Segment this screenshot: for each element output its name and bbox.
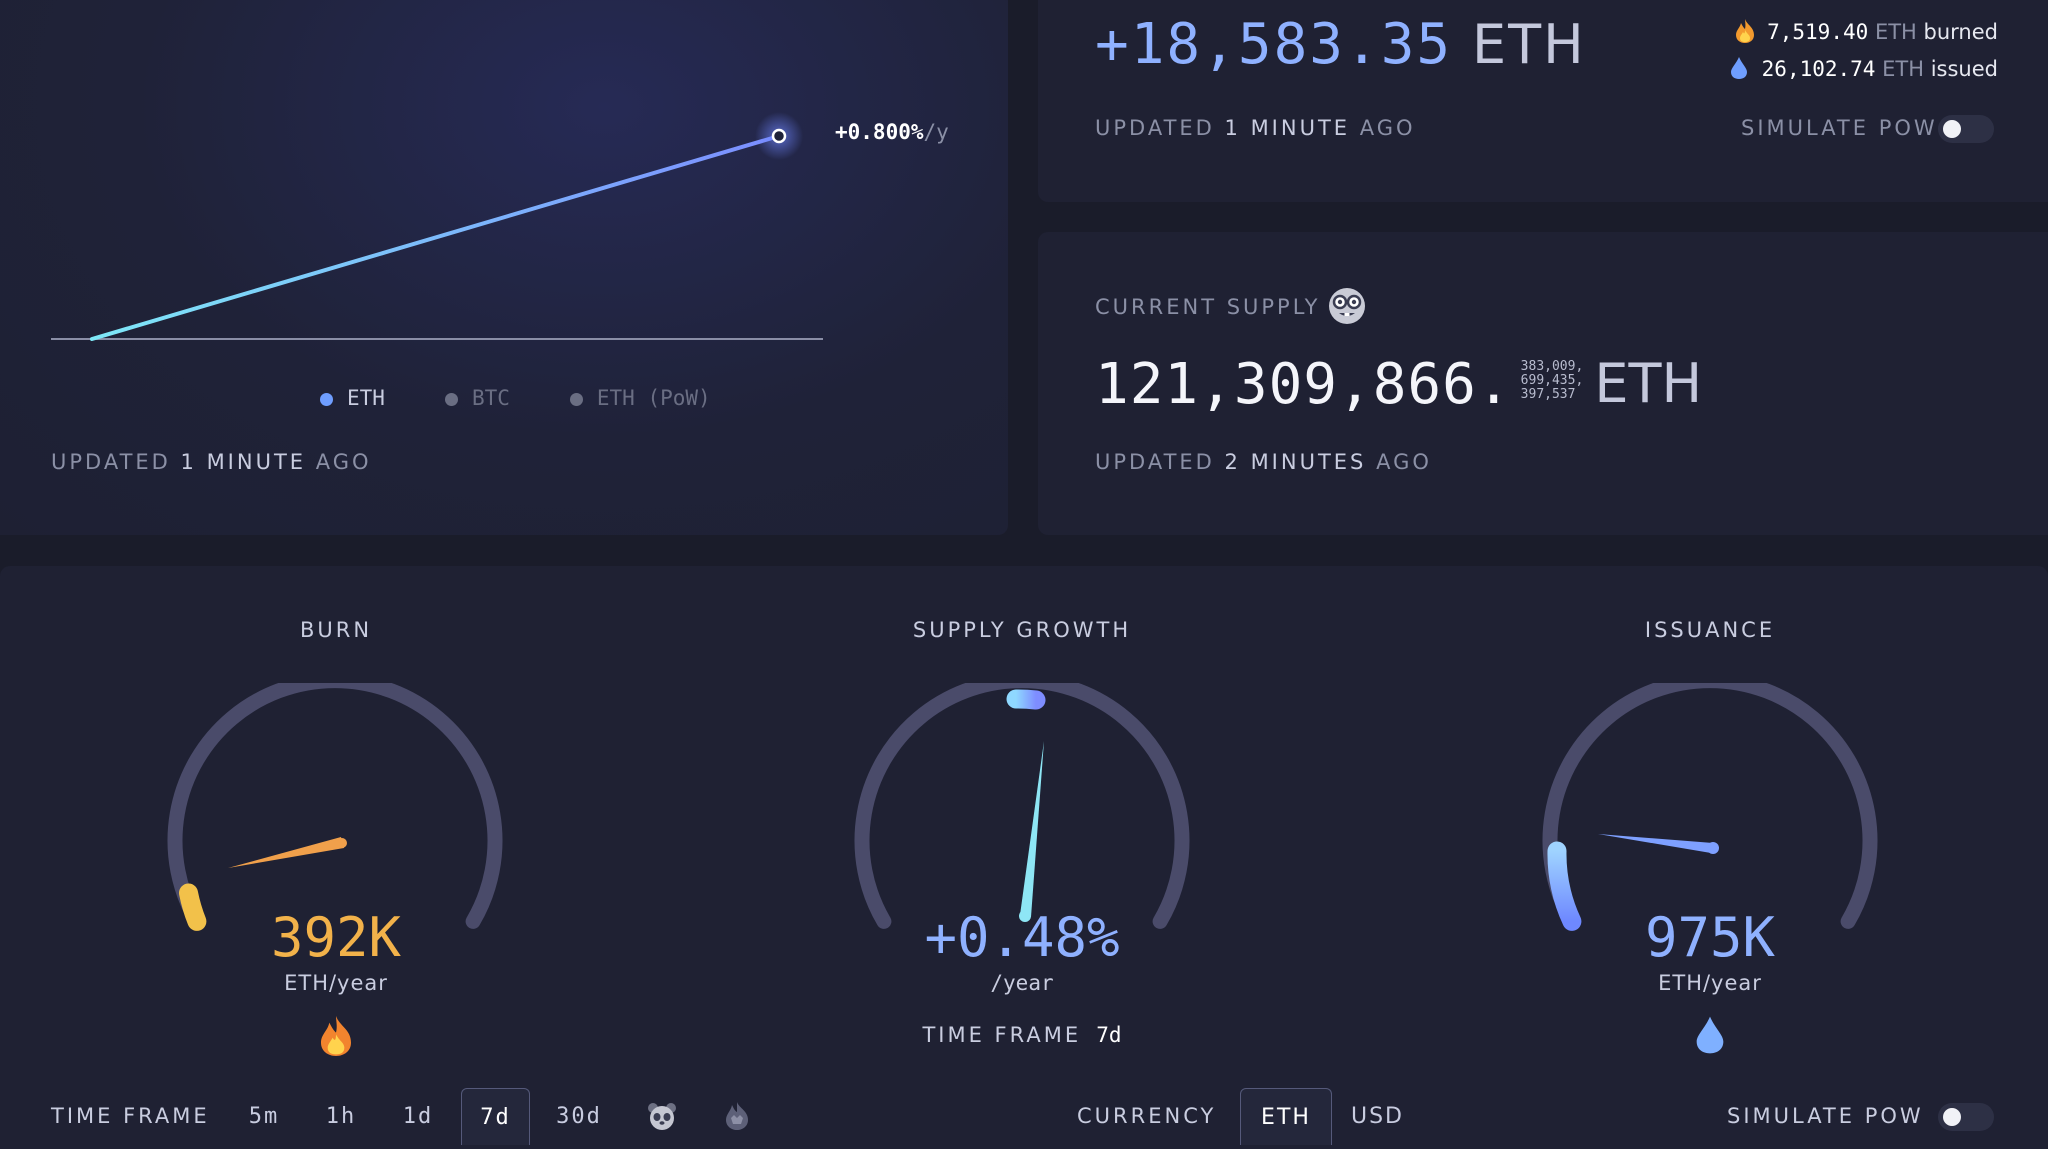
growth-updated-text: UPDATED 1 MINUTE AGO bbox=[51, 450, 372, 474]
supply-change-updated-text: UPDATED 1 MINUTE AGO bbox=[1095, 116, 1416, 140]
current-supply-title: CURRENT SUPPLY bbox=[1095, 295, 1321, 319]
issuance-gauge-fill bbox=[1547, 841, 1582, 931]
simulate-pow-toggle-top[interactable] bbox=[1938, 115, 1994, 143]
growth-rate-value: +0.800% bbox=[835, 120, 924, 144]
supply-growth-timeframe: TIME FRAME 7d bbox=[922, 1023, 1122, 1047]
issuance-gauge bbox=[1542, 683, 1878, 931]
burn-gauge-unit: ETH/year bbox=[284, 971, 388, 995]
supply-growth-gauge-fill bbox=[1006, 689, 1046, 710]
simulate-pow-toggle-bottom[interactable] bbox=[1938, 1103, 1994, 1131]
currency-label: CURRENCY bbox=[1077, 1104, 1217, 1128]
chart-series-eth bbox=[90, 134, 781, 341]
supply-change-amount: +18,583.35 ETH bbox=[1095, 12, 1586, 77]
gauges-panel: BURN 392K ETH/year SUPPLY GROWTH +0.48% … bbox=[0, 566, 2048, 1149]
supply-change-panel: +18,583.35 ETH UPDATED 1 MINUTE AGO 7,51… bbox=[1038, 0, 2048, 202]
issued-line: 26,102.74 ETH issued bbox=[1730, 51, 1998, 88]
panda-icon[interactable] bbox=[647, 1102, 677, 1136]
burn-gauge-title: BURN bbox=[299, 618, 373, 642]
legend-item-eth[interactable]: ETH bbox=[320, 386, 385, 410]
growth-rate-unit: /y bbox=[923, 120, 949, 144]
current-supply-unit: ETH bbox=[1594, 352, 1703, 415]
current-supply-decimals: 383,009, 699,435, 397,537 bbox=[1520, 359, 1584, 402]
burn-gauge-value: 392K bbox=[270, 906, 402, 969]
toggle-knob bbox=[1943, 1108, 1961, 1126]
chart-legend: ETH BTC ETH (PoW) bbox=[320, 386, 711, 410]
growth-chart-panel: +0.800%/y ETH BTC ETH (PoW) UPDATED 1 MI… bbox=[0, 0, 1008, 535]
legend-item-eth-pow[interactable]: ETH (PoW) bbox=[569, 386, 711, 410]
timeframe-1d[interactable]: 1d bbox=[402, 1103, 434, 1129]
supply-change-unit: ETH bbox=[1471, 13, 1586, 76]
supply-growth-gauge-needle bbox=[1020, 741, 1044, 917]
supply-growth-gauge bbox=[854, 683, 1190, 929]
issuance-gauge-title: ISSUANCE bbox=[1644, 618, 1776, 642]
issuance-gauge-needle bbox=[1598, 834, 1713, 853]
supply-growth-gauge-value: +0.48% bbox=[924, 906, 1120, 969]
burn-gauge-fill bbox=[179, 883, 207, 931]
water-drop-icon bbox=[1695, 1014, 1725, 1060]
timeframe-5m[interactable]: 5m bbox=[248, 1103, 280, 1129]
supply-growth-gauge-title: SUPPLY GROWTH bbox=[912, 618, 1132, 642]
burn-gauge bbox=[167, 683, 503, 931]
simulate-pow-label-top: SIMULATE PoW bbox=[1741, 116, 1938, 140]
burn-gauge-needle bbox=[228, 837, 344, 868]
burn-gauge-track bbox=[167, 683, 503, 929]
current-supply-value: 121,309,866. bbox=[1095, 352, 1512, 417]
supply-growth-gauge-unit: /year bbox=[990, 971, 1054, 995]
issuance-gauge-unit: ETH/year bbox=[1658, 971, 1762, 995]
toggle-knob bbox=[1943, 120, 1961, 138]
issuance-gauge-value: 975K bbox=[1644, 906, 1776, 969]
simulate-pow-label-bottom: SIMULATE PoW bbox=[1727, 1104, 1924, 1128]
chart-endpoint bbox=[771, 128, 787, 144]
timeframe-7d[interactable]: 7d bbox=[461, 1088, 530, 1145]
legend-item-btc[interactable]: BTC bbox=[444, 386, 510, 410]
growth-chart bbox=[51, 112, 823, 341]
timeframe-30d[interactable]: 30d bbox=[556, 1103, 602, 1129]
currency-usd[interactable]: USD bbox=[1350, 1103, 1404, 1129]
current-supply-updated-text: UPDATED 2 MINUTES AGO bbox=[1095, 450, 1432, 474]
issuance-gauge-track bbox=[1542, 683, 1878, 929]
ultrasound-bat-icon[interactable] bbox=[722, 1100, 752, 1136]
growth-rate-label: +0.800%/y bbox=[835, 120, 949, 144]
burn-issue-summary: 7,519.40 ETH burned 26,102.74 ETH issued bbox=[1730, 14, 1998, 88]
fire-icon bbox=[316, 1014, 356, 1062]
burned-line: 7,519.40 ETH burned bbox=[1730, 14, 1998, 51]
timeframe-1h[interactable]: 1h bbox=[325, 1103, 357, 1129]
supply-growth-gauge-track bbox=[854, 683, 1190, 929]
nerd-face-icon bbox=[1328, 287, 1366, 329]
currency-eth[interactable]: ETH bbox=[1240, 1088, 1332, 1145]
fire-icon bbox=[1733, 18, 1757, 44]
current-supply-panel: CURRENT SUPPLY 121,309,866. 383,009, 699… bbox=[1038, 232, 2048, 535]
current-supply-amount: 121,309,866. 383,009, 699,435, 397,537 E… bbox=[1095, 352, 1702, 422]
timeframe-label: TIME FRAME bbox=[51, 1104, 210, 1128]
supply-change-value: +18,583.35 bbox=[1095, 12, 1453, 77]
water-drop-icon bbox=[1730, 55, 1748, 79]
